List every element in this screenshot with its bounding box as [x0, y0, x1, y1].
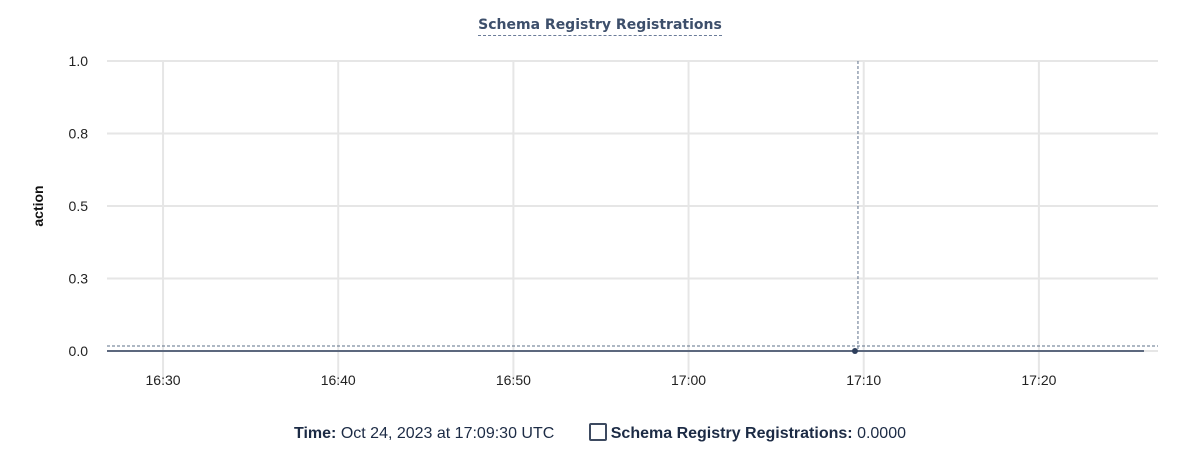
- hover-point: [851, 348, 858, 354]
- series-checkbox[interactable]: [588, 423, 607, 441]
- x-tick-label: 17:00: [671, 372, 706, 388]
- hover-legend: Time: Oct 24, 2023 at 17:09:30 UTC Schem…: [0, 423, 1200, 443]
- chart-title-wrap: Schema Registry Registrations: [0, 16, 1200, 36]
- x-tick-label: 16:30: [146, 372, 181, 388]
- y-tick-label: 0.0: [69, 343, 89, 359]
- x-tick-label: 17:20: [1021, 372, 1056, 388]
- x-tick-label: 17:10: [846, 372, 881, 388]
- x-tick-label: 16:40: [321, 372, 356, 388]
- chart[interactable]: 0.0 0.3 0.5 0.8 1.0 16:30 16:40 16:50 17:00 17:10…: [0, 0, 1200, 410]
- series-value: 0.0000: [857, 425, 906, 442]
- y-tick-label: 0.5: [69, 198, 89, 214]
- time-value: Oct 24, 2023 at 17:09:30 UTC: [340, 425, 555, 442]
- y-tick-label: 0.3: [69, 271, 89, 287]
- series-label: Schema Registry Registrations:: [610, 425, 853, 442]
- time-label: Time:: [293, 425, 337, 442]
- y-tick-label: 0.8: [69, 126, 89, 142]
- x-tick-label: 16:50: [496, 372, 531, 388]
- chart-title[interactable]: Schema Registry Registrations: [478, 17, 722, 36]
- y-axis-label: action: [30, 185, 46, 226]
- y-tick-label: 1.0: [69, 53, 89, 69]
